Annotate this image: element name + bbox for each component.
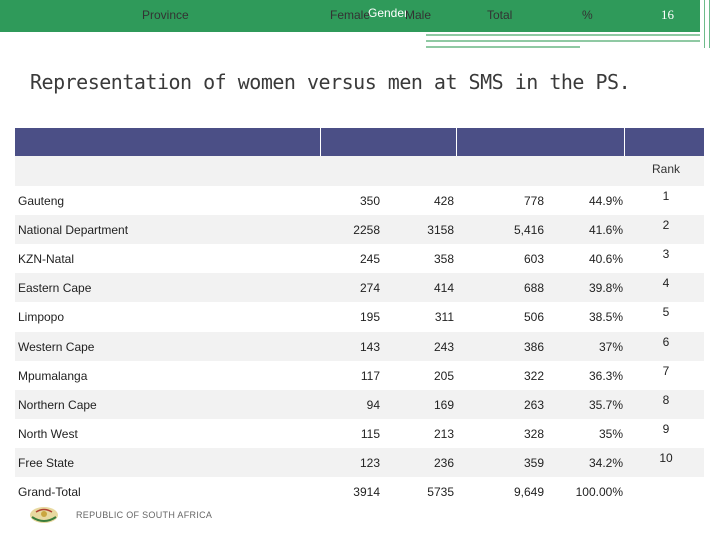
table-row bbox=[15, 215, 704, 245]
total-cell: 778 bbox=[523, 194, 544, 208]
table-row bbox=[15, 477, 704, 506]
total-cell: 263 bbox=[523, 397, 544, 412]
province-cell: Western Cape bbox=[18, 339, 95, 354]
total-header: Total bbox=[487, 8, 513, 22]
province-cell: Eastern Cape bbox=[18, 281, 92, 296]
female-cell: 143 bbox=[359, 339, 380, 354]
male-cell: 311 bbox=[434, 310, 454, 325]
province-cell: North West bbox=[18, 426, 78, 441]
male-cell: 213 bbox=[433, 426, 454, 441]
top-bar: 16 bbox=[0, 0, 700, 32]
footer-text: REPUBLIC OF SOUTH AFRICA bbox=[76, 510, 213, 520]
total-cell: 5,416 bbox=[513, 223, 544, 238]
province-cell: Mpumalanga bbox=[18, 368, 88, 383]
male-cell: 3158 bbox=[427, 223, 454, 238]
province-cell: Free State bbox=[18, 455, 75, 470]
table-row bbox=[15, 389, 704, 419]
rank-cell: 3 bbox=[662, 247, 670, 262]
rank-header: Rank bbox=[652, 162, 681, 176]
total-cell: 9,649 bbox=[513, 485, 544, 499]
female-cell: 3914 bbox=[353, 485, 380, 499]
male-cell: 5735 bbox=[427, 485, 454, 499]
female-cell: 115 bbox=[360, 426, 380, 441]
table-row bbox=[15, 418, 704, 448]
rank-cell: 8 bbox=[662, 392, 670, 407]
male-cell: 169 bbox=[433, 397, 454, 412]
province-cell: Northern Cape bbox=[18, 397, 97, 412]
total-cell: 322 bbox=[523, 368, 544, 383]
percent-cell: 41.6% bbox=[588, 223, 623, 238]
coat-of-arms-icon bbox=[30, 507, 58, 523]
gender-header-label: Gender bbox=[367, 6, 409, 20]
percent-cell: 34.2% bbox=[588, 455, 623, 470]
percent-cell: 44.9% bbox=[588, 194, 623, 208]
decor-stripe bbox=[426, 46, 580, 48]
top-bar-edge bbox=[700, 0, 720, 48]
table-row bbox=[15, 273, 704, 303]
header-cell bbox=[456, 128, 625, 156]
total-cell: 603 bbox=[523, 252, 544, 267]
page-number: 16 bbox=[661, 7, 674, 22]
male-cell: 414 bbox=[433, 281, 454, 296]
header-cell bbox=[320, 128, 457, 156]
rank-cell: 6 bbox=[662, 334, 670, 349]
male-cell: 236 bbox=[433, 455, 454, 470]
female-header: Female bbox=[330, 8, 371, 22]
percent-cell: 36.3% bbox=[588, 368, 623, 383]
percent-cell: 38.5% bbox=[588, 310, 623, 325]
female-cell: 94 bbox=[366, 397, 380, 412]
female-cell: 2258 bbox=[353, 223, 380, 238]
female-cell: 195 bbox=[359, 310, 380, 325]
percent-cell: 35.7% bbox=[588, 397, 623, 412]
slide-title: Representation of women versus men at SM… bbox=[30, 70, 631, 94]
rank-cell: 4 bbox=[662, 276, 670, 291]
province-cell: KZN-Natal bbox=[18, 252, 75, 267]
percent-cell: 39.8% bbox=[588, 281, 623, 296]
table-row bbox=[15, 331, 704, 361]
header-cell bbox=[15, 128, 321, 156]
table-row bbox=[15, 186, 704, 215]
percent-header: % bbox=[582, 8, 593, 22]
male-header: Male bbox=[405, 8, 432, 22]
rank-cell: 10 bbox=[659, 450, 673, 465]
edge-line bbox=[704, 0, 705, 48]
table-row bbox=[15, 244, 704, 274]
edge-line bbox=[709, 0, 710, 48]
province-cell: Gauteng bbox=[18, 194, 65, 208]
table-row bbox=[15, 302, 704, 332]
province-cell: National Department bbox=[18, 223, 129, 238]
rank-cell: 1 bbox=[662, 189, 670, 203]
rank-cell: 9 bbox=[662, 421, 670, 436]
decor-stripe bbox=[426, 40, 700, 42]
percent-cell: 40.6% bbox=[588, 252, 623, 267]
percent-cell: 35% bbox=[598, 426, 623, 441]
table-group-header bbox=[15, 128, 704, 156]
female-cell: 123 bbox=[359, 455, 380, 470]
table-row bbox=[15, 360, 704, 390]
female-cell: 274 bbox=[359, 281, 380, 296]
rank-cell: 5 bbox=[662, 305, 670, 320]
male-cell: 358 bbox=[433, 252, 454, 267]
male-cell: 428 bbox=[433, 194, 454, 208]
male-cell: 243 bbox=[433, 339, 454, 354]
total-cell: 688 bbox=[523, 281, 544, 296]
female-cell: 350 bbox=[359, 194, 380, 208]
decor-stripe bbox=[426, 34, 700, 36]
province-header: Province bbox=[142, 8, 189, 22]
total-cell: 506 bbox=[523, 310, 544, 325]
rank-cell: 2 bbox=[662, 218, 670, 233]
total-cell: 386 bbox=[523, 339, 544, 354]
female-cell: 117 bbox=[360, 368, 380, 383]
total-cell: 359 bbox=[523, 455, 544, 470]
percent-cell: 100.00% bbox=[575, 485, 623, 499]
column-header-row bbox=[15, 156, 704, 186]
table-row bbox=[15, 447, 704, 477]
total-cell: 328 bbox=[523, 426, 544, 441]
province-cell: Grand-Total bbox=[18, 485, 81, 499]
province-cell: Limpopo bbox=[18, 310, 65, 325]
percent-cell: 37% bbox=[598, 339, 623, 354]
male-cell: 205 bbox=[433, 368, 454, 383]
rank-cell: 7 bbox=[662, 363, 670, 378]
female-cell: 245 bbox=[359, 252, 380, 267]
